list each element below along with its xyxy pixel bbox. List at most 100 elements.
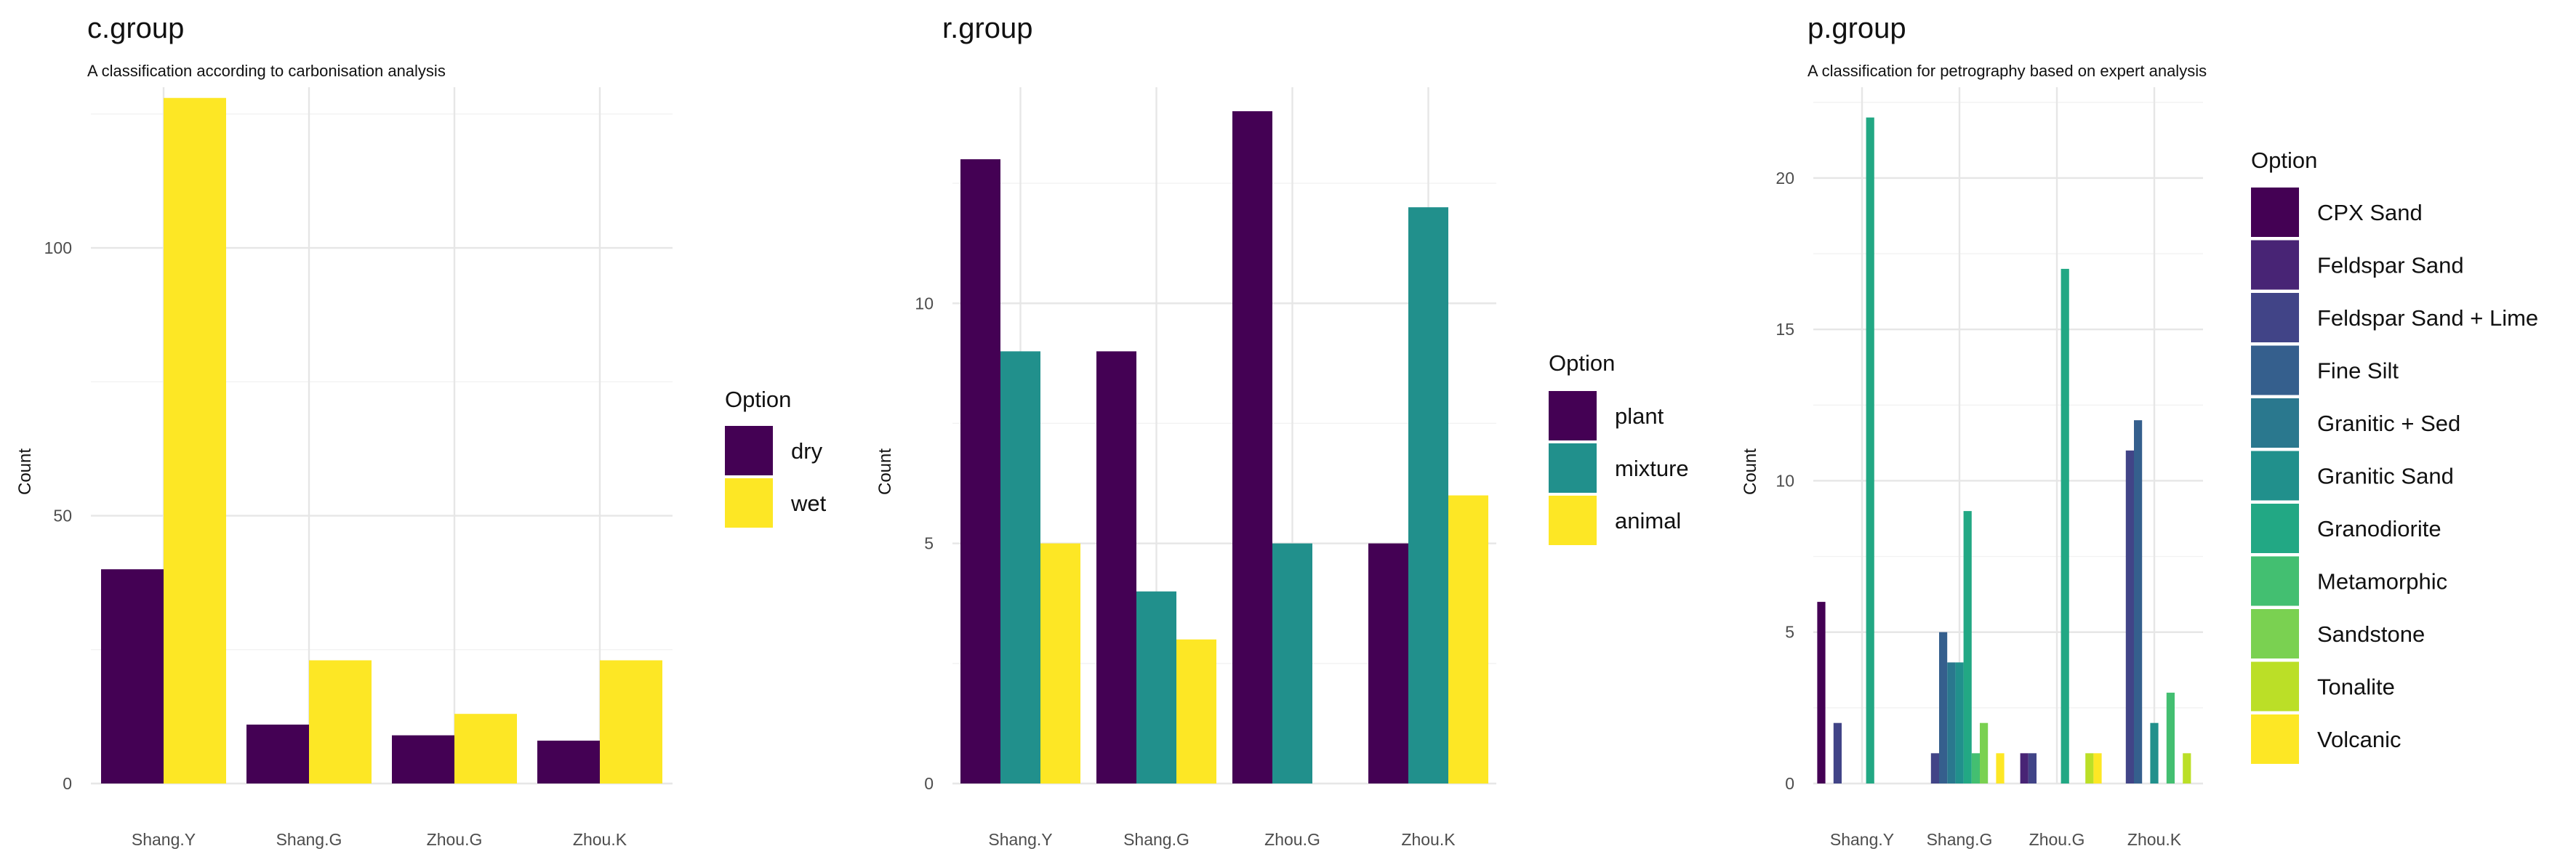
panel-p-group-bar-shang-g-sandstone — [1980, 722, 1989, 784]
panel-r-group-bar-shang-g-animal — [1176, 639, 1216, 784]
panel-p-group-bar-shang-y-cpx-sand — [1817, 602, 1826, 784]
panel-p-group-ytick-label: 15 — [1775, 320, 1794, 339]
panel-p-group-bar-zhou-k-fine-silt — [2134, 420, 2143, 784]
panel-c-group: c.group A classification according to car… — [15, 12, 827, 849]
panel-p-group-legend-label-granitic-sand: Granitic Sand — [2317, 464, 2454, 489]
panel-p-group-legend-key-granitic-sed — [2251, 398, 2299, 448]
panel-p-group-title: p.group — [1807, 12, 1906, 44]
panel-p-group-legend-key-feldspar-sand-lime — [2251, 293, 2299, 342]
panel-r-group-legend-key-animal — [1549, 496, 1597, 545]
panel-p-group-legend-label-granodiorite: Granodiorite — [2317, 516, 2441, 541]
panel-p-group-ytick-label: 5 — [1785, 623, 1794, 642]
panel-r-group-xtick-label: Shang.G — [1123, 830, 1189, 849]
panel-p-group-xtick-label: Shang.G — [1927, 830, 1993, 849]
panel-p-group-bar-shang-g-volcanic — [1996, 753, 2005, 784]
panel-c-group-xtick-label: Zhou.G — [427, 830, 483, 849]
panel-p-group-legend-label-granitic-sed: Granitic + Sed — [2317, 411, 2460, 436]
panel-p-group-legend-key-granitic-sand — [2251, 451, 2299, 501]
panel-r-group-xtick-label: Zhou.G — [1264, 830, 1320, 849]
panel-p-group-bar-zhou-g-granodiorite — [2061, 268, 2069, 784]
panel-c-group-ytick-label: 50 — [53, 507, 72, 525]
panel-p-group-bar-shang-y-feldspar-sand-lime — [1833, 722, 1842, 784]
panel-r-group-ytick-label: 10 — [915, 294, 934, 313]
panel-r-group-title: r.group — [942, 12, 1033, 44]
panel-p-group-bar-zhou-k-granitic-sand — [2150, 722, 2159, 784]
panel-p-group-legend-key-feldspar-sand — [2251, 240, 2299, 290]
panel-c-group-y-axis-label: Count — [15, 448, 35, 495]
panel-c-group-bar-shang-g-wet — [309, 660, 372, 784]
panel-p-group-bar-shang-g-feldspar-sand-lime — [1930, 753, 1939, 784]
panel-p-group-xtick-label: Zhou.G — [2029, 830, 2085, 849]
panel-r-group-bar-zhou-g-plant — [1232, 111, 1272, 784]
panel-p-group-bar-zhou-g-volcanic — [2093, 753, 2102, 784]
panel-r-group-bar-shang-y-animal — [1040, 543, 1080, 784]
panel-r-group-y-axis-label: Count — [875, 448, 895, 495]
panel-p-group-legend-key-tonalite — [2251, 661, 2299, 712]
panel-p-group-legend-label-volcanic: Volcanic — [2317, 727, 2401, 752]
panel-r-group-ytick-label: 0 — [924, 774, 934, 793]
panel-p-group-legend-title: Option — [2251, 148, 2317, 173]
panel-r-group-legend-key-plant — [1549, 391, 1597, 440]
panel-r-group-bar-shang-y-mixture — [1000, 351, 1040, 784]
panel-r-group-bar-shang-y-plant — [960, 159, 1000, 784]
panel-r-group-bar-zhou-g-mixture — [1272, 543, 1312, 784]
panel-c-group-xtick-label: Shang.Y — [132, 830, 196, 849]
panel-r-group: r.group 0 5 10 Shang.Y Shang.G Zhou.G Zhou.K Cou… — [875, 12, 1689, 849]
panel-c-group-bar-shang-y-dry — [101, 569, 164, 784]
panel-p-group-xtick-label: Shang.Y — [1830, 830, 1894, 849]
panel-r-group-ytick-label: 5 — [924, 534, 934, 553]
panel-r-group-xtick-label: Shang.Y — [988, 830, 1052, 849]
panel-c-group-bar-zhou-g-wet — [454, 714, 517, 784]
panel-c-group-bar-zhou-g-dry — [392, 735, 454, 784]
panel-p-group-y-axis-label: Count — [1741, 448, 1760, 495]
panel-p-group-subtitle: A classification for petrography based o… — [1807, 62, 2207, 80]
panel-p-group-bar-shang-g-granitic-sand — [1955, 662, 1964, 784]
panel-c-group-bar-shang-g-dry — [246, 724, 309, 784]
panel-p-group-bar-zhou-g-feldspar-sand-lime — [2028, 753, 2037, 784]
panel-c-group-legend-title: Option — [725, 387, 791, 412]
panel-p-group-legend-label-cpx-sand: CPX Sand — [2317, 200, 2423, 225]
panel-p-group-legend-label-fine-silt: Fine Silt — [2317, 358, 2399, 384]
panel-r-group-xtick-label: Zhou.K — [1401, 830, 1456, 849]
panel-p-group-bar-shang-g-metamorphic — [1971, 753, 1980, 784]
panel-p-group-legend-key-sandstone — [2251, 609, 2299, 658]
panel-p-group-ytick-label: 10 — [1775, 471, 1794, 490]
panel-p-group: p.group A classification for petrography … — [1741, 12, 2538, 849]
panel-p-group-bar-zhou-k-feldspar-sand-lime — [2125, 450, 2134, 784]
panel-p-group-legend-label-sandstone: Sandstone — [2317, 621, 2425, 647]
panel-p-group-legend-label-feldspar-sand-lime: Feldspar Sand + Lime — [2317, 305, 2538, 331]
panel-c-group-ytick-label: 100 — [44, 238, 72, 257]
panel-p-group-bar-zhou-g-tonalite — [2085, 753, 2094, 784]
panel-c-group-subtitle: A classification according to carbonisat… — [87, 62, 446, 80]
panel-p-group-legend-key-granodiorite — [2251, 504, 2299, 553]
panel-c-group-legend-label-dry: dry — [791, 438, 823, 464]
panel-c-group-xtick-label: Zhou.K — [573, 830, 627, 849]
panel-p-group-xtick-label: Zhou.K — [2127, 830, 2182, 849]
panel-p-group-legend-label-feldspar-sand: Feldspar Sand — [2317, 253, 2464, 278]
panel-p-group-bar-shang-g-fine-silt — [1939, 632, 1948, 784]
panel-p-group-legend-key-cpx-sand — [2251, 188, 2299, 237]
panel-r-group-legend-label-plant: plant — [1615, 403, 1664, 429]
panel-p-group-ytick-label: 0 — [1785, 774, 1794, 793]
panel-p-group-bar-zhou-k-tonalite — [2183, 753, 2191, 784]
panel-p-group-legend-label-metamorphic: Metamorphic — [2317, 569, 2447, 595]
panel-p-group-bar-zhou-g-feldspar-sand — [2020, 753, 2029, 784]
panel-p-group-bar-shang-g-granodiorite — [1963, 511, 1972, 784]
panel-r-group-legend-key-mixture — [1549, 443, 1597, 493]
panel-r-group-bar-shang-g-mixture — [1136, 591, 1176, 784]
panel-r-group-bar-zhou-k-animal — [1448, 495, 1488, 784]
panel-c-group-legend-key-wet — [725, 478, 773, 528]
panel-p-group-legend-label-tonalite: Tonalite — [2317, 674, 2395, 700]
panel-c-group-bar-zhou-k-wet — [600, 660, 662, 784]
panel-c-group-title: c.group — [87, 12, 184, 44]
panel-p-group-bar-shang-g-granitic-sed — [1947, 662, 1956, 784]
panel-c-group-ytick-label: 0 — [63, 774, 72, 793]
panel-p-group-legend-key-fine-silt — [2251, 345, 2299, 395]
panel-r-group-legend-title: Option — [1549, 350, 1615, 376]
panel-p-group-bar-shang-y-granodiorite — [1866, 117, 1874, 784]
panel-p-group-legend-key-metamorphic — [2251, 556, 2299, 606]
panel-r-group-bar-zhou-k-mixture — [1408, 207, 1448, 784]
panel-c-group-bar-shang-y-wet — [164, 97, 226, 784]
panel-p-group-bar-zhou-k-metamorphic — [2166, 693, 2175, 784]
